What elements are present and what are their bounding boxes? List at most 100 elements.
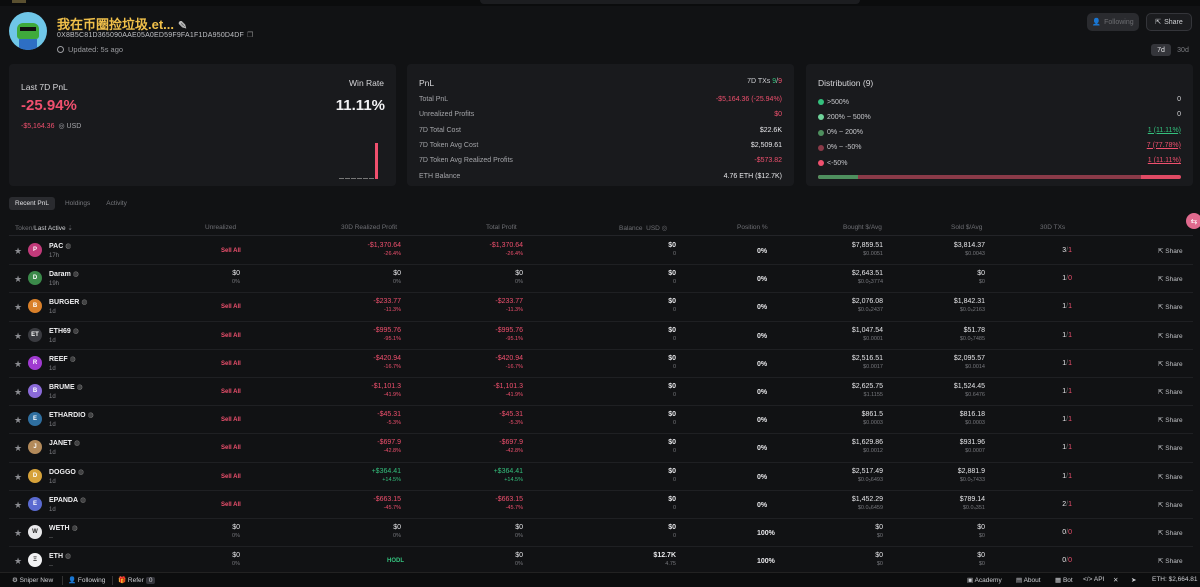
col-position[interactable]: Position % xyxy=(737,224,768,231)
token-name[interactable]: ETHARDIO ◍ xyxy=(49,412,94,420)
star-icon[interactable]: ★ xyxy=(14,302,23,313)
copy-icon[interactable]: ❐ xyxy=(247,32,254,39)
tab-activity[interactable]: Activity xyxy=(106,200,127,207)
table-row[interactable]: ★ W WETH ◍ -- $0 0% $0 0% $0 0% $0 0 100% $0 $0 $0 $0 0/0 ⇱… xyxy=(9,519,1193,548)
table-row[interactable]: ★ B BRUME ◍ 1d Sell All -$1,101.3 -41.9% -$1,101… xyxy=(9,378,1193,407)
col-balance[interactable]: Balance USD ◎ xyxy=(619,225,668,232)
sell-all-button[interactable]: Sell All xyxy=(221,417,241,424)
star-icon[interactable]: ★ xyxy=(14,246,23,256)
star-icon[interactable]: ★ xyxy=(14,386,23,397)
col-unrealized[interactable]: Unrealized xyxy=(205,224,237,231)
distribution-count: 0 xyxy=(1177,96,1181,103)
col-sold[interactable]: Sold $/Avg xyxy=(951,224,983,231)
row-share-button[interactable]: ⇱ Share xyxy=(1158,558,1183,566)
sell-all-button[interactable]: Sell All xyxy=(221,360,241,367)
row-share-button[interactable]: ⇱ Share xyxy=(1158,473,1183,481)
row-share-button[interactable]: ⇱ Share xyxy=(1158,417,1183,425)
sniper-new-button[interactable]: ⚙ Sniper New xyxy=(12,577,54,584)
row-share-button[interactable]: ⇱ Share xyxy=(1158,332,1183,340)
col-30d-realized[interactable]: 30D Realized Profit xyxy=(341,224,397,231)
sell-all-button[interactable]: Sell All xyxy=(221,445,241,452)
sell-all-button[interactable]: Sell All xyxy=(221,388,241,395)
telegram-icon[interactable]: ➤ xyxy=(1131,577,1137,584)
star-icon[interactable]: ★ xyxy=(14,358,23,369)
row-share-button[interactable]: ⇱ Share xyxy=(1158,304,1183,312)
edit-pencil-icon[interactable]: ✎ xyxy=(178,20,188,32)
following-button[interactable]: 👤 Following xyxy=(1087,13,1139,31)
table-row[interactable]: ★ ET ETH69 ◍ 1d Sell All -$995.76 -95.1% -$995.7… xyxy=(9,322,1193,350)
token-name[interactable]: BRUME ◍ xyxy=(49,383,83,391)
table-row[interactable]: ★ B BURGER ◍ 1d Sell All -$233.77 -11.3% -$233.7… xyxy=(9,293,1193,322)
token-name[interactable]: REEF ◍ xyxy=(49,355,76,363)
table-row[interactable]: ★ E ETHARDIO ◍ 1d Sell All -$45.31 -5.3% -$45.31… xyxy=(9,406,1193,435)
table-row[interactable]: ★ P PAC ◍ 17h Sell All -$1,370.64 -26.4% -$1,370… xyxy=(9,237,1193,266)
realized-cell: $0 0% xyxy=(393,523,401,539)
token-name[interactable]: ETH ◍ xyxy=(49,553,72,561)
table-row[interactable]: ★ D DOGGO ◍ 1d Sell All +$364.41 +14.5% +$364.41… xyxy=(9,463,1193,491)
token-name[interactable]: EPANDA ◍ xyxy=(49,496,87,504)
row-share-button[interactable]: ⇱ Share xyxy=(1158,276,1183,284)
total-profit-cell: -$420.94 -16.7% xyxy=(495,354,523,370)
api-link[interactable]: </> API xyxy=(1083,576,1105,583)
col-total-profit[interactable]: Total Profit xyxy=(486,224,517,231)
row-share-button[interactable]: ⇱ Share xyxy=(1158,501,1183,509)
table-row[interactable]: ★ D Daram ◍ 19h $0 0% $0 0% $0 0% $0 0 0% $2,643.51 $0.… xyxy=(9,265,1193,294)
distribution-row: <-50% 1 (11.11%) xyxy=(818,157,1181,169)
col-30d-txs[interactable]: 30D TXs xyxy=(1040,224,1066,231)
token-name[interactable]: DOGGO ◍ xyxy=(49,468,84,476)
token-name[interactable]: ETH69 ◍ xyxy=(49,327,79,335)
sell-all-button[interactable]: Sell All xyxy=(221,473,241,480)
share-button[interactable]: ⇱ Share xyxy=(1146,13,1192,31)
star-icon[interactable]: ★ xyxy=(14,443,23,454)
range-30d-tab[interactable]: 30d xyxy=(1177,46,1189,54)
table-row[interactable]: ★ R REEF ◍ 1d Sell All -$420.94 -16.7% -$420.94-… xyxy=(9,350,1193,378)
sell-all-button[interactable]: Sell All xyxy=(221,248,241,254)
star-icon[interactable]: ★ xyxy=(14,330,23,341)
token-name[interactable]: WETH ◍ xyxy=(49,524,78,532)
copy-icon: ◍ xyxy=(73,440,81,448)
range-7d-tab[interactable]: 7d xyxy=(1151,44,1171,56)
side-float-icon[interactable]: ⇆ xyxy=(1186,213,1200,229)
bought-cell: $2,643.51 $0.0₅3774 xyxy=(851,270,883,286)
star-icon[interactable]: ★ xyxy=(14,556,23,567)
table-row[interactable]: ★ J JANET ◍ 1d Sell All -$697.9 -42.8% -$697.9 -4… xyxy=(9,434,1193,463)
win-rate-bar-empty xyxy=(351,178,356,179)
row-share-button[interactable]: ⇱ Share xyxy=(1158,445,1183,453)
token-name[interactable]: PAC ◍ xyxy=(49,243,72,250)
row-share-button[interactable]: ⇱ Share xyxy=(1158,529,1183,537)
star-icon[interactable]: ★ xyxy=(14,471,23,482)
sell-all-button[interactable]: Sell All xyxy=(221,332,241,339)
distribution-count[interactable]: 1 (11.11%) xyxy=(1147,126,1181,134)
star-icon[interactable]: ★ xyxy=(14,527,23,538)
sell-all-button[interactable]: Sell All xyxy=(221,501,241,508)
tab-holdings[interactable]: Holdings xyxy=(64,200,91,207)
distribution-count[interactable]: 1 (11.11%) xyxy=(1147,157,1181,165)
about-link[interactable]: ▤ About xyxy=(1016,577,1041,584)
academy-link[interactable]: ▣ Academy xyxy=(967,577,1002,584)
token-name[interactable]: BURGER ◍ xyxy=(49,299,88,307)
col-bought[interactable]: Bought $/Avg xyxy=(843,224,882,231)
bot-link[interactable]: ▦ Bot xyxy=(1055,577,1073,584)
bought-cell: $1,452.29 $0.0₄6459 xyxy=(851,495,883,511)
tab-recent-pnl[interactable]: Recent PnL xyxy=(9,197,55,210)
share-icon: ⇱ xyxy=(1158,304,1164,312)
sold-cell: $0 $0 xyxy=(977,270,985,286)
token-name[interactable]: Daram ◍ xyxy=(49,271,79,279)
row-share-button[interactable]: ⇱ Share xyxy=(1158,248,1183,255)
row-share-button[interactable]: ⇱ Share xyxy=(1158,388,1183,396)
star-icon[interactable]: ★ xyxy=(14,415,23,426)
token-name[interactable]: JANET ◍ xyxy=(49,440,81,448)
footer-following-button[interactable]: 👤 Following xyxy=(68,577,106,584)
search-bar-fragment[interactable] xyxy=(480,0,860,4)
refer-button[interactable]: 🎁 Refer 0 xyxy=(118,576,156,584)
balance-cell: $0 0 xyxy=(668,411,676,427)
sell-all-button[interactable]: Sell All xyxy=(221,304,241,311)
star-icon[interactable]: ★ xyxy=(14,274,23,285)
last-active: 19h xyxy=(49,281,60,288)
star-icon[interactable]: ★ xyxy=(14,499,23,510)
row-share-button[interactable]: ⇱ Share xyxy=(1158,360,1183,368)
distribution-count[interactable]: 7 (77.78%) xyxy=(1146,141,1181,149)
x-icon[interactable]: ✕ xyxy=(1113,577,1119,584)
table-row[interactable]: ★ E EPANDA ◍ 1d Sell All -$663.15 -45.7% -$663.1… xyxy=(9,491,1193,519)
col-token[interactable]: Token/Last Active ⇣ xyxy=(15,225,73,232)
